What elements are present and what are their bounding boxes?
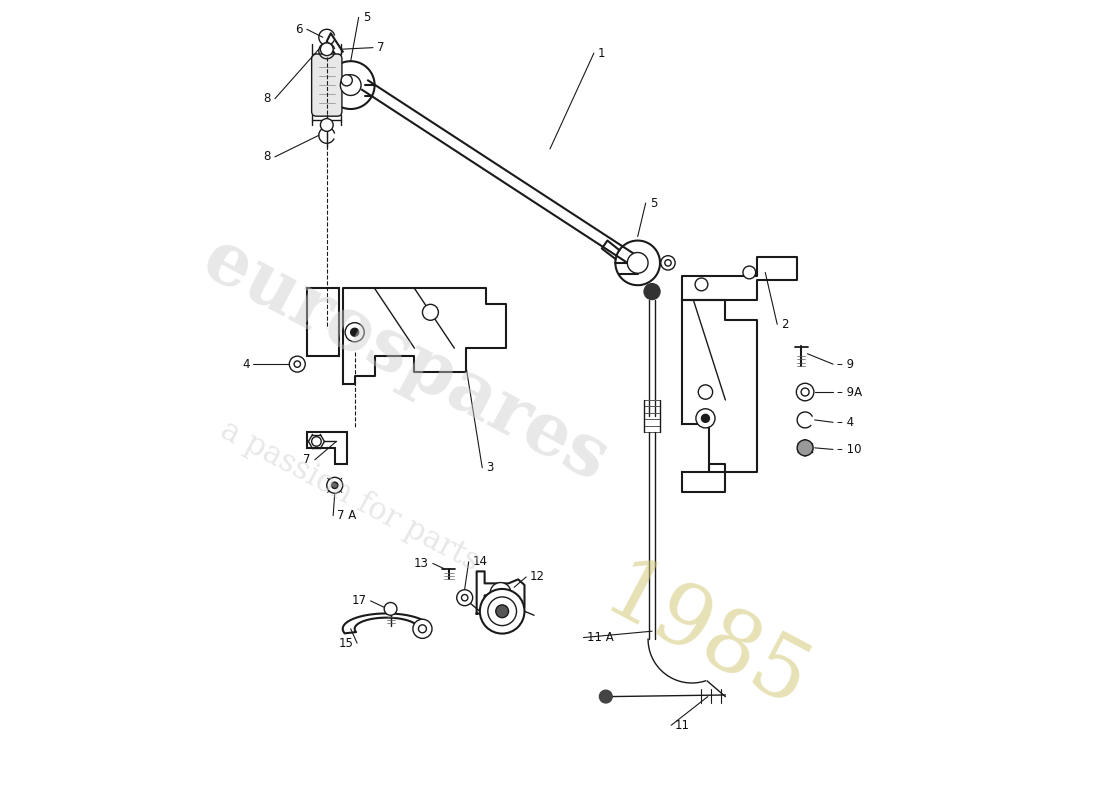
Circle shape bbox=[294, 361, 300, 367]
Circle shape bbox=[487, 597, 517, 626]
Circle shape bbox=[742, 266, 756, 279]
Text: a passion for parts: a passion for parts bbox=[216, 414, 485, 577]
Circle shape bbox=[664, 260, 671, 266]
Text: 8: 8 bbox=[264, 92, 271, 105]
Polygon shape bbox=[307, 288, 339, 356]
Circle shape bbox=[645, 284, 660, 299]
Circle shape bbox=[412, 619, 432, 638]
Circle shape bbox=[331, 482, 338, 489]
Circle shape bbox=[661, 256, 675, 270]
Circle shape bbox=[341, 74, 352, 86]
Circle shape bbox=[456, 590, 473, 606]
Circle shape bbox=[600, 690, 613, 703]
Circle shape bbox=[418, 625, 427, 633]
Circle shape bbox=[345, 322, 364, 342]
Circle shape bbox=[480, 589, 525, 634]
Text: 11: 11 bbox=[675, 718, 690, 732]
Text: – 10: – 10 bbox=[837, 443, 861, 456]
Text: 7: 7 bbox=[377, 41, 385, 54]
Circle shape bbox=[320, 43, 333, 56]
Text: 17: 17 bbox=[352, 594, 366, 607]
Circle shape bbox=[796, 383, 814, 401]
Text: 15: 15 bbox=[338, 637, 353, 650]
Text: 14: 14 bbox=[473, 555, 487, 568]
Text: – 9A: – 9A bbox=[837, 386, 862, 398]
Text: 4: 4 bbox=[242, 358, 250, 370]
Text: eurospares: eurospares bbox=[191, 224, 620, 497]
Circle shape bbox=[491, 582, 510, 603]
Circle shape bbox=[289, 356, 306, 372]
Circle shape bbox=[702, 414, 710, 422]
Text: 7 A: 7 A bbox=[337, 509, 356, 522]
Circle shape bbox=[695, 278, 708, 290]
Circle shape bbox=[422, 304, 439, 320]
Text: 5: 5 bbox=[650, 197, 657, 210]
Circle shape bbox=[627, 253, 648, 274]
Circle shape bbox=[696, 409, 715, 428]
Text: 1: 1 bbox=[597, 46, 605, 60]
Circle shape bbox=[698, 385, 713, 399]
Circle shape bbox=[496, 605, 508, 618]
Circle shape bbox=[462, 594, 468, 601]
Circle shape bbox=[327, 478, 343, 494]
Circle shape bbox=[384, 602, 397, 615]
Polygon shape bbox=[307, 432, 346, 464]
Text: 12: 12 bbox=[530, 570, 546, 583]
Text: 13: 13 bbox=[414, 557, 429, 570]
Text: 7: 7 bbox=[304, 454, 311, 466]
Text: 8: 8 bbox=[264, 150, 271, 163]
Text: 5: 5 bbox=[363, 11, 370, 24]
Circle shape bbox=[320, 118, 333, 131]
Circle shape bbox=[311, 437, 321, 446]
Text: 1985: 1985 bbox=[590, 551, 823, 727]
Text: 2: 2 bbox=[781, 318, 789, 330]
Text: 6: 6 bbox=[296, 22, 303, 36]
Circle shape bbox=[798, 440, 813, 456]
Text: 3: 3 bbox=[486, 462, 494, 474]
Text: 11 A: 11 A bbox=[587, 631, 614, 644]
Circle shape bbox=[801, 388, 810, 396]
Text: – 9: – 9 bbox=[837, 358, 854, 370]
Text: – 4: – 4 bbox=[837, 416, 854, 429]
Circle shape bbox=[340, 74, 361, 95]
Circle shape bbox=[351, 328, 359, 336]
FancyBboxPatch shape bbox=[311, 54, 342, 116]
